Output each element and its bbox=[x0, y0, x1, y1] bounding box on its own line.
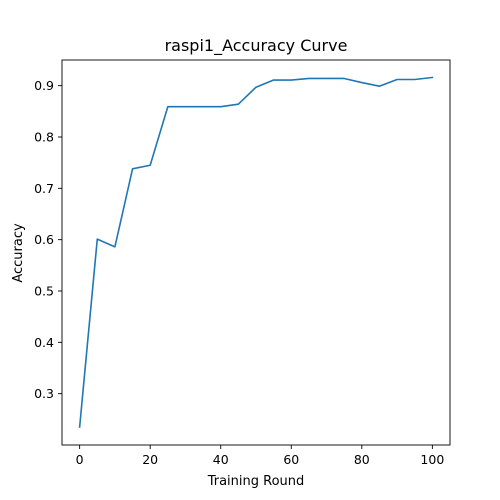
plot-area: 0 20 40 60 80 100 0.3 0.4 0.5 0.6 0.7 0.8 0.9 bbox=[34, 59, 451, 467]
y-tick-label: 0.5 bbox=[34, 284, 54, 299]
y-tick-label: 0.4 bbox=[34, 335, 54, 350]
x-tick-label: 40 bbox=[213, 452, 229, 467]
y-tick-label: 0.9 bbox=[34, 78, 54, 93]
x-tick-label: 0 bbox=[76, 452, 84, 467]
x-tick-label: 80 bbox=[354, 452, 370, 467]
x-tick-label: 60 bbox=[283, 452, 299, 467]
x-axis-label: Training Round bbox=[207, 474, 305, 489]
y-tick-label: 0.3 bbox=[34, 386, 54, 401]
y-axis-label: Accuracy bbox=[11, 223, 26, 283]
y-tick-label: 0.7 bbox=[34, 181, 54, 196]
chart-title: raspi1_Accuracy Curve bbox=[165, 36, 348, 56]
plot-frame bbox=[61, 59, 451, 446]
x-tick-label: 20 bbox=[142, 452, 158, 467]
x-tick-label: 100 bbox=[420, 452, 444, 467]
y-tick-label: 0.8 bbox=[34, 130, 54, 145]
series-line-0 bbox=[78, 76, 434, 428]
y-tick-label: 0.6 bbox=[34, 232, 54, 247]
